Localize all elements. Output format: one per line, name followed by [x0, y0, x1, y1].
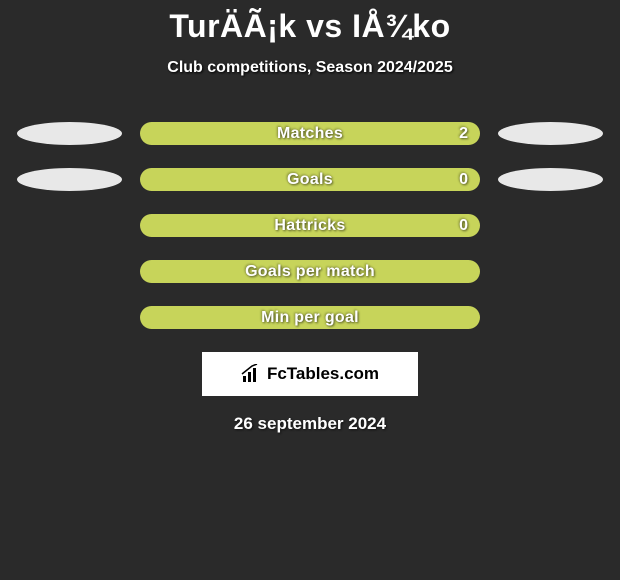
stat-row-goals: Goals 0	[0, 168, 620, 191]
stat-bar: Goals per match	[140, 260, 480, 283]
stat-label: Goals	[287, 171, 333, 189]
stat-label: Matches	[277, 125, 343, 143]
stat-row-hattricks: Hattricks 0	[0, 214, 620, 237]
right-ellipse	[498, 122, 603, 145]
page-title: TurÄÃ¡k vs IÅ¾ko	[0, 0, 620, 45]
stat-label: Hattricks	[274, 217, 345, 235]
date-text: 26 september 2024	[0, 414, 620, 434]
chart-icon	[241, 364, 263, 384]
brand-text: FcTables.com	[267, 364, 379, 384]
stats-container: Matches 2 Goals 0 Hattricks 0 Goals per …	[0, 122, 620, 329]
right-ellipse	[498, 168, 603, 191]
stat-label: Min per goal	[261, 309, 359, 327]
stat-value: 0	[459, 217, 468, 235]
stat-bar: Matches 2	[140, 122, 480, 145]
stat-bar: Min per goal	[140, 306, 480, 329]
page-subtitle: Club competitions, Season 2024/2025	[0, 59, 620, 77]
stat-value: 0	[459, 171, 468, 189]
stat-row-matches: Matches 2	[0, 122, 620, 145]
brand-box: FcTables.com	[202, 352, 418, 396]
stat-bar: Goals 0	[140, 168, 480, 191]
stat-label: Goals per match	[245, 263, 375, 281]
stat-value: 2	[459, 125, 468, 143]
stat-bar: Hattricks 0	[140, 214, 480, 237]
stat-row-gpm: Goals per match	[0, 260, 620, 283]
stat-row-mpg: Min per goal	[0, 306, 620, 329]
brand-inner: FcTables.com	[241, 364, 379, 384]
left-ellipse	[17, 122, 122, 145]
left-ellipse	[17, 168, 122, 191]
